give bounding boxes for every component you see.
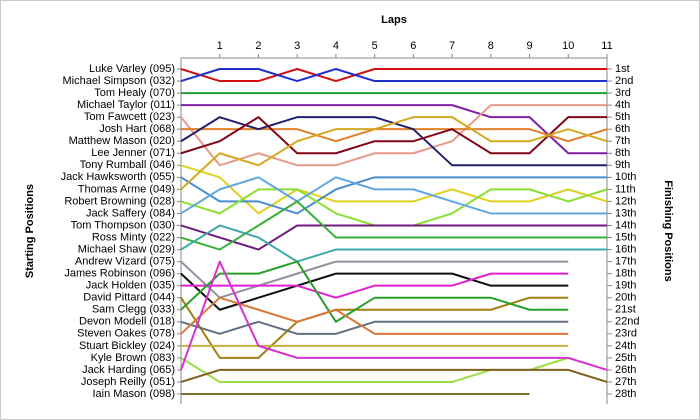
y2-tick-label: 23rd: [615, 328, 637, 340]
driver-label: Robert Browning (028): [64, 195, 175, 207]
position-line: [180, 296, 569, 359]
driver-label: Jack Harding (065): [82, 364, 175, 376]
position-line: [180, 68, 607, 83]
position-line: [180, 116, 608, 191]
driver-label: Sam Clegg (033): [92, 304, 175, 316]
position-line: [180, 260, 608, 371]
position-line: [180, 224, 607, 263]
y2-tick-label: 10th: [615, 171, 636, 183]
x-tick-label: 9: [526, 40, 532, 52]
y2-tick-label: 18th: [615, 268, 636, 280]
y2-tick-label: 1st: [615, 63, 630, 75]
position-line: [180, 260, 569, 299]
x-tick-label: 6: [410, 40, 416, 52]
x-tick-label: 7: [449, 40, 455, 52]
y2-tick-label: 5th: [615, 111, 630, 123]
y2-tick-label: 14th: [615, 219, 636, 231]
position-line: [181, 104, 607, 155]
position-line: [180, 176, 607, 215]
y2-tick-label: 27th: [615, 376, 636, 388]
chart-title: Laps: [381, 14, 407, 26]
driver-label: Lee Jenner (071): [91, 147, 175, 159]
driver-label: Thomas Arme (049): [78, 183, 175, 195]
position-line: [181, 128, 608, 143]
y2-tick-label: 17th: [615, 255, 636, 267]
x-tick-label: 11: [601, 40, 612, 52]
y2-tick-label: 13th: [615, 207, 636, 219]
x-tick-label: 3: [294, 40, 300, 52]
y2-tick-label: 6th: [615, 123, 630, 135]
driver-label: Tom Fawcett (023): [84, 111, 175, 123]
x-tick-label: 10: [562, 40, 574, 52]
y2-tick-label: 7th: [615, 135, 630, 147]
driver-label: Jack Saffery (084): [86, 207, 175, 219]
driver-label: James Robinson (096): [64, 268, 175, 280]
driver-label: Jack Hawksworth (055): [61, 171, 175, 183]
position-line: [180, 320, 569, 335]
driver-label: Michael Shaw (029): [78, 243, 175, 255]
driver-label: Josh Hart (068): [99, 123, 175, 135]
position-line: [180, 164, 608, 215]
driver-label: Michael Simpson (032): [63, 75, 176, 87]
x-tick-label: 8: [488, 40, 494, 52]
position-line: [181, 272, 569, 299]
position-line: [180, 116, 607, 155]
driver-label: Joseph Reilly (051): [81, 376, 175, 388]
driver-label: Devon Modell (018): [79, 316, 175, 328]
y2-tick-label: 9th: [615, 159, 630, 171]
driver-label: Luke Varley (095): [89, 63, 175, 75]
y2-tick-label: 12th: [615, 195, 636, 207]
position-line: [180, 296, 569, 335]
driver-label: Steven Oakes (078): [77, 328, 175, 340]
driver-label: Matthew Mason (020): [69, 135, 175, 147]
y2-tick-label: 11th: [615, 183, 636, 195]
driver-label: Tony Rumball (046): [80, 159, 175, 171]
driver-label: Jack Holden (035): [86, 280, 175, 292]
y2-tick-label: 21st: [615, 304, 636, 316]
y2-axis-title: Finishing Positions: [662, 180, 674, 281]
y2-tick-label: 16th: [615, 243, 636, 255]
driver-label: Tom Healy (070): [94, 87, 175, 99]
y2-tick-label: 4th: [615, 99, 630, 111]
y2-tick-label: 19th: [615, 280, 636, 292]
position-line: [180, 104, 607, 167]
position-line: [180, 200, 607, 251]
driver-label: Ross Minty (022): [92, 231, 175, 243]
driver-label: Kyle Brown (083): [91, 352, 175, 364]
position-line: [180, 224, 607, 251]
driver-label: Iain Mason (098): [92, 388, 175, 400]
position-line: [180, 272, 569, 311]
y2-tick-label: 2nd: [615, 75, 633, 87]
position-line: [180, 176, 607, 215]
y2-tick-label: 22nd: [615, 316, 639, 328]
y2-tick-label: 24th: [615, 340, 636, 352]
x-tick-label: 1: [217, 40, 223, 52]
driver-label: David Pittard (044): [83, 292, 175, 304]
y2-tick-label: 25th: [615, 352, 636, 364]
x-tick-label: 5: [372, 40, 378, 52]
y2-tick-label: 26th: [615, 364, 636, 376]
x-tick-label: 4: [333, 40, 339, 52]
position-line: [180, 368, 608, 383]
driver-label: Michael Taylor (011): [77, 99, 175, 111]
y2-tick-label: 28th: [615, 388, 636, 400]
y2-tick-label: 20th: [615, 292, 636, 304]
x-tick-label: 2: [255, 40, 261, 52]
y2-tick-label: 8th: [615, 147, 630, 159]
driver-label: Stuart Bickley (024): [79, 340, 175, 352]
position-line: [180, 260, 569, 323]
driver-label: Andrew Vizard (075): [75, 255, 175, 267]
y2-tick-label: 15th: [615, 231, 636, 243]
position-line: [180, 68, 607, 83]
driver-label: Tom Thompson (030): [71, 219, 175, 231]
y-axis-title: Starting Positions: [24, 184, 36, 278]
y2-tick-label: 3rd: [615, 87, 631, 99]
